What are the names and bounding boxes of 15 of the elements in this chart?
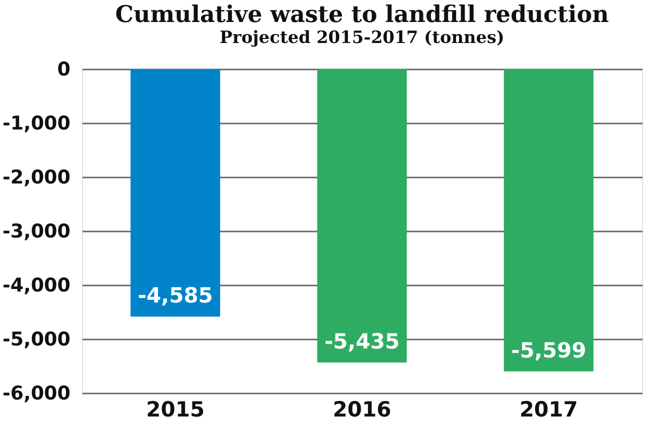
x-tick-label: 2015 (146, 398, 205, 422)
y-tick-label: -5,000 (2, 328, 70, 350)
y-tick-label: -1,000 (2, 112, 70, 134)
chart-title: Cumulative waste to landfill reduction (115, 1, 610, 28)
chart-subtitle: Projected 2015-2017 (tonnes) (220, 28, 504, 48)
data-label: -5,599 (511, 338, 586, 362)
y-tick-label: 0 (57, 58, 70, 80)
y-tick-label: -4,000 (2, 274, 70, 296)
y-tick-label: -6,000 (2, 382, 70, 404)
data-label: -4,585 (138, 284, 213, 308)
x-tick-label: 2016 (332, 398, 392, 422)
x-tick-label: 2017 (519, 398, 578, 422)
y-tick-label: -2,000 (2, 166, 70, 188)
y-tick-label: -3,000 (2, 220, 70, 242)
data-label: -5,435 (324, 329, 400, 354)
